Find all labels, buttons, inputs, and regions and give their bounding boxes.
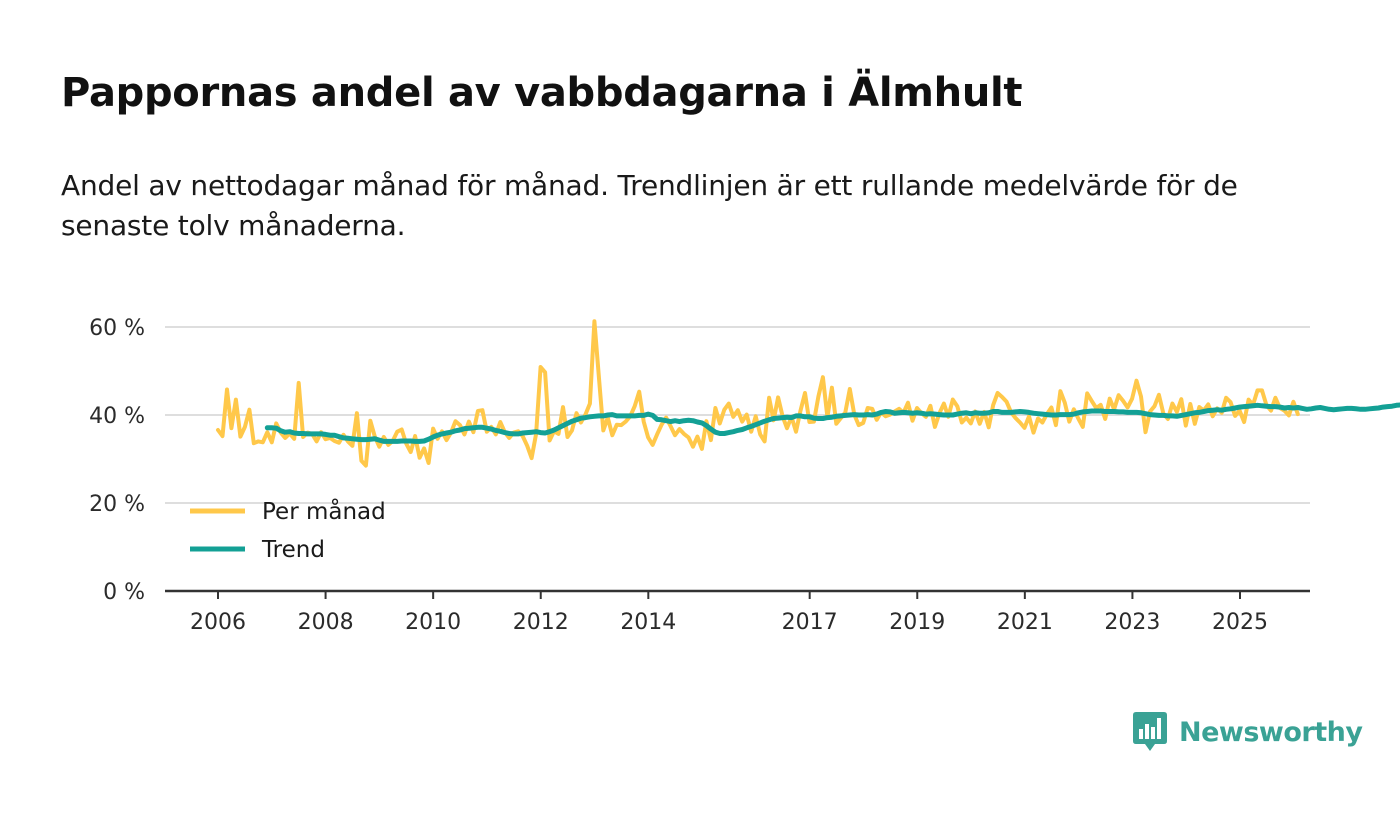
newsworthy-logo-icon bbox=[1133, 712, 1167, 751]
x-tick-label: 2006 bbox=[190, 610, 246, 635]
trend-series-line bbox=[264, 402, 1400, 444]
chart-title: Pappornas andel av vabbdagarna i Älmhult bbox=[61, 70, 1023, 116]
legend: Per månad Trend bbox=[190, 497, 386, 563]
x-tick-label: 2025 bbox=[1212, 610, 1268, 635]
series-lines bbox=[216, 319, 1400, 468]
newsworthy-brand: Newsworthy bbox=[1133, 712, 1363, 752]
x-axis-tick-labels: 2006 2008 2010 2012 2014 2017 2019 2021 2023 2025 bbox=[190, 591, 1268, 635]
x-tick-label: 2017 bbox=[782, 610, 838, 635]
x-tick-label: 2008 bbox=[298, 610, 354, 635]
monthly-series-line bbox=[216, 319, 1300, 468]
x-tick-label: 2019 bbox=[889, 610, 945, 635]
legend-label: Per månad bbox=[262, 497, 386, 525]
y-tick-label: 40 % bbox=[89, 404, 145, 429]
y-axis-tick-labels: 0 % 20 % 40 % 60 % bbox=[89, 316, 145, 605]
y-tick-label: 60 % bbox=[89, 316, 145, 341]
x-tick-label: 2021 bbox=[997, 610, 1053, 635]
legend-label: Trend bbox=[261, 537, 325, 563]
chart-subtitle: Andel av nettodagar månad för månad. Tre… bbox=[61, 169, 1238, 242]
x-tick-label: 2023 bbox=[1104, 610, 1160, 635]
x-tick-label: 2014 bbox=[620, 610, 676, 635]
grid-lines bbox=[165, 326, 1310, 593]
y-tick-label: 0 % bbox=[103, 580, 145, 605]
x-tick-label: 2010 bbox=[405, 610, 461, 635]
x-tick-label: 2012 bbox=[513, 610, 569, 635]
brand-name: Newsworthy bbox=[1179, 716, 1363, 748]
y-tick-label: 20 % bbox=[89, 492, 145, 517]
